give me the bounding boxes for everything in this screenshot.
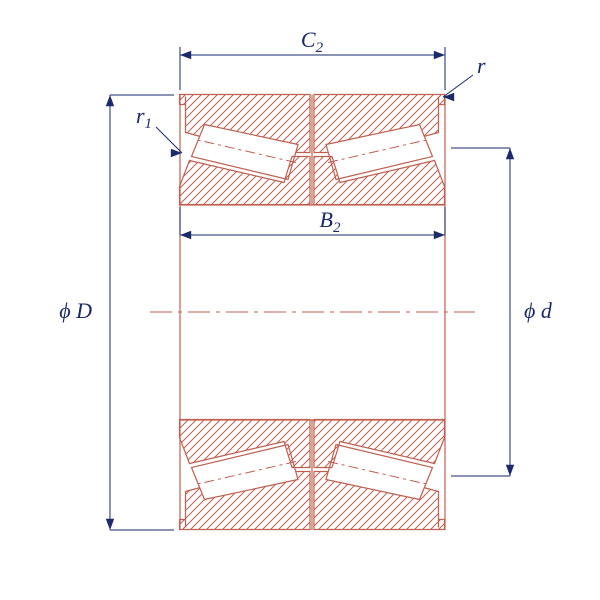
bearing-diagram: C2 B2 ϕ D ϕ d r r1 [0,0,600,600]
label-phiD: ϕ D [59,298,92,323]
label-phid: ϕ d [524,298,553,323]
label-r1: r1 [136,103,152,132]
label-c2: C2 [301,27,324,56]
label-b2: B2 [320,207,341,236]
label-r: r [477,53,486,78]
